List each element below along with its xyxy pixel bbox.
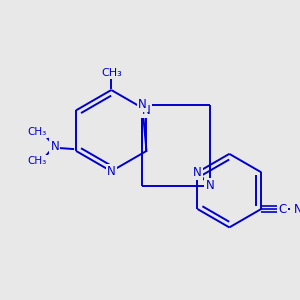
Text: CH₃: CH₃ (101, 68, 122, 78)
Text: CH₃: CH₃ (28, 127, 47, 136)
Text: N: N (107, 165, 116, 178)
Text: CH₃: CH₃ (28, 156, 47, 166)
Text: N: N (193, 166, 202, 179)
Text: N: N (206, 179, 214, 192)
Text: N: N (294, 202, 300, 215)
Text: C: C (278, 202, 286, 215)
Text: CH₃: CH₃ (101, 68, 122, 78)
Text: N: N (142, 104, 151, 117)
Text: N: N (50, 140, 59, 153)
Text: N: N (138, 98, 147, 111)
